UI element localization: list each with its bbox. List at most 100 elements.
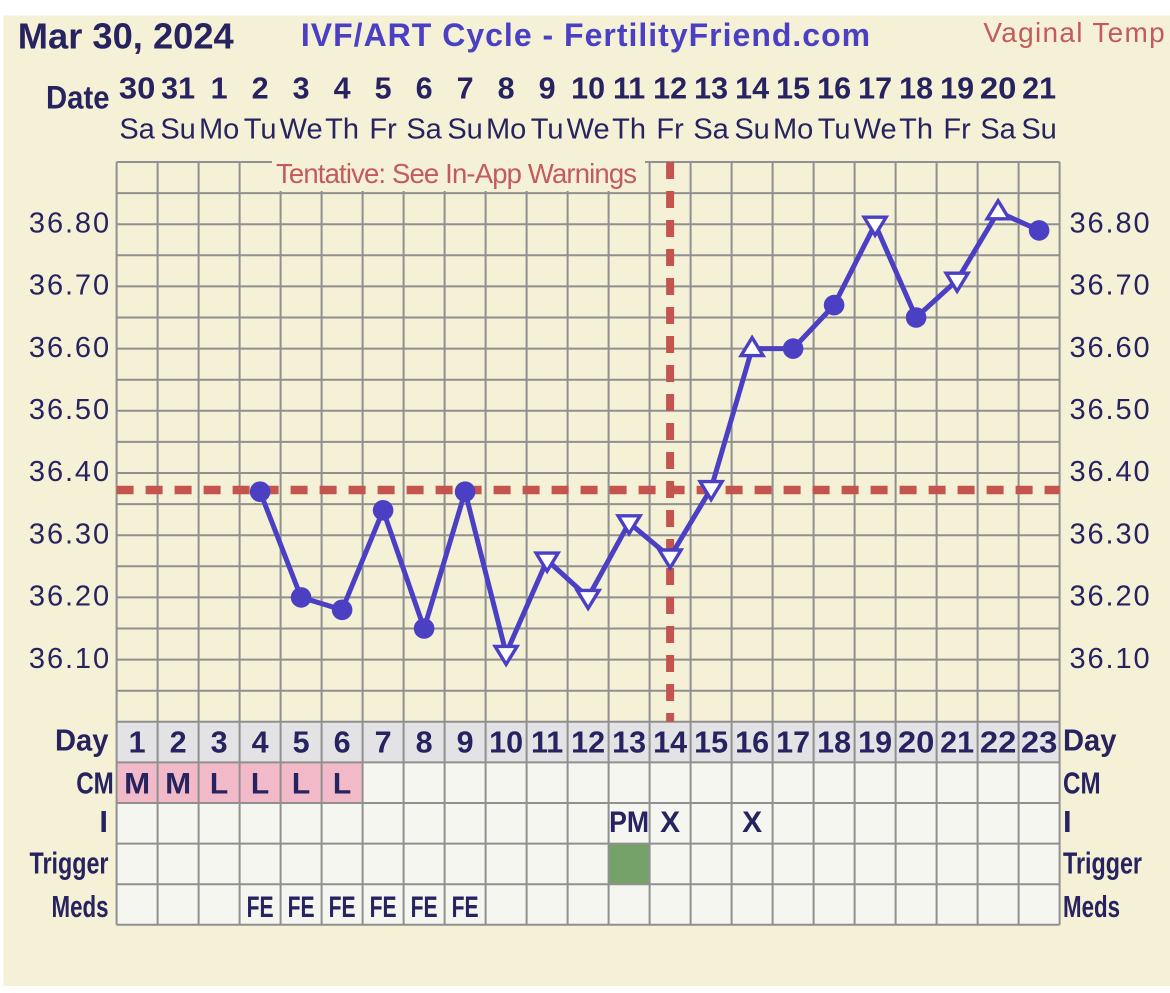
svg-text:36.10: 36.10 — [29, 643, 111, 675]
svg-text:2: 2 — [252, 71, 269, 105]
svg-text:FE: FE — [288, 891, 315, 924]
svg-text:X: X — [742, 806, 762, 839]
svg-text:30: 30 — [119, 71, 156, 105]
svg-text:I: I — [1063, 804, 1072, 839]
svg-text:Mo: Mo — [199, 113, 239, 145]
svg-text:6: 6 — [334, 725, 351, 759]
svg-text:8: 8 — [416, 725, 433, 759]
svg-text:3: 3 — [293, 71, 310, 105]
svg-text:36.80: 36.80 — [29, 207, 111, 239]
svg-text:We: We — [854, 113, 897, 145]
svg-text:2: 2 — [170, 725, 187, 759]
svg-text:14: 14 — [653, 725, 687, 759]
svg-text:10: 10 — [489, 725, 523, 759]
svg-text:13: 13 — [694, 71, 728, 105]
svg-text:5: 5 — [375, 71, 392, 105]
svg-text:19: 19 — [858, 725, 892, 759]
svg-text:Tu: Tu — [531, 113, 564, 145]
svg-text:11: 11 — [613, 71, 645, 105]
svg-text:Mo: Mo — [773, 113, 813, 145]
svg-text:21: 21 — [1022, 71, 1056, 105]
svg-text:1: 1 — [211, 71, 228, 105]
svg-text:We: We — [280, 113, 323, 145]
svg-text:L: L — [210, 768, 228, 801]
svg-text:Day: Day — [1063, 723, 1117, 758]
svg-text:13: 13 — [612, 725, 646, 759]
svg-text:21: 21 — [940, 725, 974, 759]
svg-text:19: 19 — [940, 71, 974, 105]
svg-text:22: 22 — [980, 725, 1017, 759]
svg-text:36.60: 36.60 — [29, 332, 111, 364]
svg-text:20: 20 — [898, 725, 935, 759]
svg-text:Day: Day — [55, 723, 109, 758]
svg-text:Su: Su — [734, 113, 769, 145]
svg-text:Trigger: Trigger — [30, 845, 109, 880]
svg-text:Fr: Fr — [943, 113, 971, 145]
svg-text:36.50: 36.50 — [1070, 394, 1152, 426]
svg-text:We: We — [567, 113, 610, 145]
svg-text:4: 4 — [252, 725, 269, 759]
svg-text:36.30: 36.30 — [1070, 518, 1152, 550]
svg-text:9: 9 — [457, 725, 474, 759]
svg-text:L: L — [333, 768, 351, 801]
svg-text:Meds: Meds — [52, 889, 109, 924]
svg-text:Th: Th — [612, 113, 646, 145]
svg-text:36.50: 36.50 — [29, 394, 111, 426]
svg-text:36.70: 36.70 — [29, 270, 111, 302]
svg-text:FE: FE — [247, 891, 274, 924]
svg-text:Vaginal Temp: Vaginal Temp — [983, 17, 1166, 48]
svg-text:1: 1 — [129, 725, 146, 759]
svg-text:I: I — [99, 804, 108, 839]
svg-text:Trigger: Trigger — [1063, 845, 1142, 880]
svg-text:Th: Th — [899, 113, 933, 145]
svg-text:18: 18 — [899, 71, 933, 105]
svg-text:17: 17 — [858, 71, 892, 105]
svg-text:FE: FE — [411, 891, 438, 924]
svg-text:7: 7 — [457, 71, 474, 105]
svg-text:5: 5 — [293, 725, 310, 759]
svg-text:Tu: Tu — [818, 113, 851, 145]
svg-text:14: 14 — [735, 71, 769, 105]
svg-text:36.30: 36.30 — [29, 518, 111, 550]
svg-text:36.10: 36.10 — [1070, 643, 1152, 675]
svg-text:15: 15 — [776, 71, 810, 105]
svg-text:12: 12 — [571, 725, 605, 759]
svg-text:9: 9 — [539, 71, 556, 105]
svg-text:Fr: Fr — [656, 113, 684, 145]
svg-text:Date: Date — [46, 79, 110, 115]
svg-text:M: M — [165, 768, 191, 801]
svg-text:Tu: Tu — [244, 113, 277, 145]
svg-text:36.80: 36.80 — [1070, 207, 1152, 239]
svg-text:FE: FE — [370, 891, 397, 924]
svg-text:IVF/ART Cycle - FertilityFrien: IVF/ART Cycle - FertilityFriend.com — [301, 17, 871, 53]
svg-text:36.70: 36.70 — [1070, 270, 1152, 302]
svg-text:17: 17 — [776, 725, 810, 759]
svg-text:36.20: 36.20 — [1070, 581, 1152, 613]
svg-text:6: 6 — [416, 71, 433, 105]
svg-text:18: 18 — [817, 725, 851, 759]
svg-text:L: L — [292, 768, 310, 801]
svg-text:M: M — [124, 768, 150, 801]
svg-text:31: 31 — [161, 71, 195, 105]
svg-text:Su: Su — [160, 113, 195, 145]
svg-text:4: 4 — [334, 71, 351, 105]
svg-text:Sa: Sa — [693, 113, 729, 145]
svg-text:X: X — [660, 806, 680, 839]
svg-text:Sa: Sa — [980, 113, 1016, 145]
svg-text:Su: Su — [1021, 113, 1056, 145]
svg-text:16: 16 — [735, 725, 769, 759]
svg-text:Sa: Sa — [406, 113, 442, 145]
svg-text:11: 11 — [531, 725, 563, 759]
svg-text:Tentative: See In-App Warnings: Tentative: See In-App Warnings — [276, 158, 636, 189]
svg-text:36.40: 36.40 — [1070, 456, 1152, 488]
svg-text:PM: PM — [609, 806, 649, 839]
svg-text:FE: FE — [452, 891, 479, 924]
svg-text:15: 15 — [694, 725, 728, 759]
svg-text:36.20: 36.20 — [29, 581, 111, 613]
svg-text:20: 20 — [980, 71, 1017, 105]
svg-text:7: 7 — [375, 725, 392, 759]
svg-text:Fr: Fr — [369, 113, 397, 145]
svg-text:L: L — [251, 768, 269, 801]
svg-text:Sa: Sa — [119, 113, 155, 145]
svg-text:Th: Th — [325, 113, 359, 145]
